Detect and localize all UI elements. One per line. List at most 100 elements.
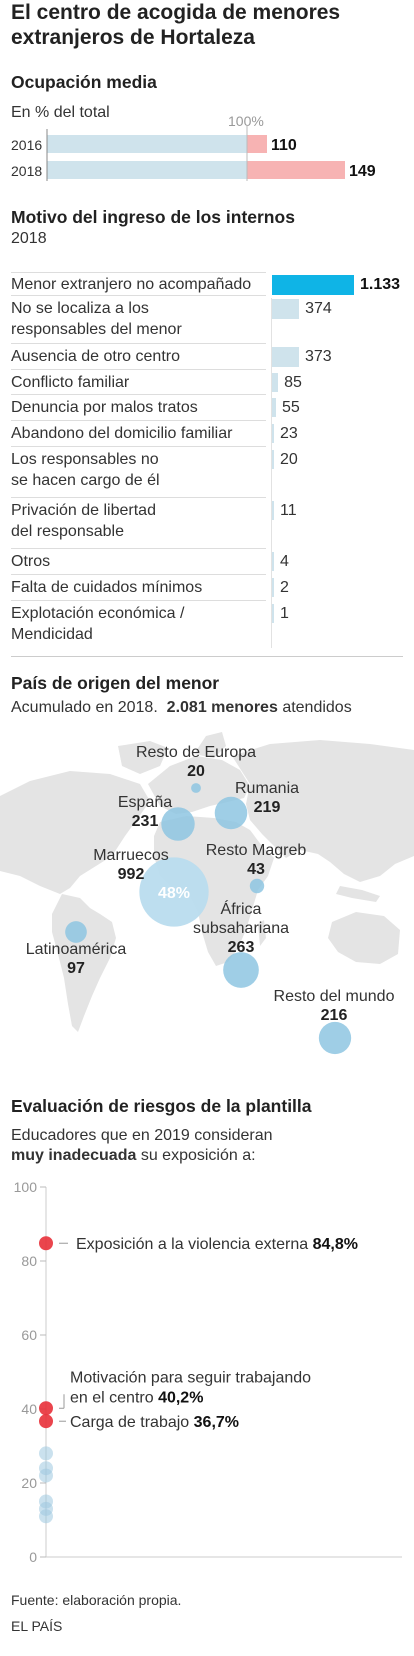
risk-point-other <box>39 1509 53 1524</box>
reason-label: Otros <box>11 553 51 570</box>
publisher: EL PAÍS <box>11 1618 63 1634</box>
reason-bar <box>272 578 274 597</box>
origin-subheading-total: 2.081 menores <box>166 699 278 716</box>
reasons-separator <box>11 369 266 370</box>
land-africa <box>154 816 274 966</box>
label-rumania-value: 219 <box>253 799 281 816</box>
occupancy-year-label: 2018 <box>11 163 42 179</box>
bubble-3 <box>214 796 248 830</box>
reason-label: del responsable <box>11 523 124 540</box>
land-indonesia <box>336 886 380 902</box>
origin-subheading: Acumulado en 2018. 2.081 menores atendid… <box>11 698 352 718</box>
reason-label: No se localiza a los <box>11 300 149 317</box>
label-marruecos-name: Marruecos <box>93 847 169 864</box>
reasons-separator <box>11 574 266 575</box>
label-resto-mundo: Resto del mundo 216 <box>274 987 395 1025</box>
bubble-7 <box>65 921 87 943</box>
risk-point-highlight <box>39 1401 53 1416</box>
label-resto-mundo-value: 216 <box>320 1007 348 1024</box>
reason-value: 2 <box>280 579 289 596</box>
reason-value: 20 <box>280 451 298 468</box>
label-resto-magreb: Resto Magreb 43 <box>206 841 307 879</box>
origin-heading: País de origen del menor <box>11 673 220 693</box>
land-scandinavia <box>194 732 226 758</box>
label-espana-value: 231 <box>131 813 159 830</box>
reason-bar <box>272 398 276 417</box>
occupancy-heading: Ocupación media <box>11 72 157 92</box>
label-africa-name-2: subsahariana <box>192 920 290 937</box>
land-greenland <box>118 741 168 774</box>
reason-bar <box>272 424 274 443</box>
risks-y-tick-label: 0 <box>29 1549 37 1565</box>
source-note: Fuente: elaboración propia. <box>11 1592 182 1608</box>
label-resto-europa-name: Resto de Europa <box>135 744 257 761</box>
land-madagascar <box>258 920 266 946</box>
label-resto-europa-value: 20 <box>187 763 205 780</box>
reason-value: 1 <box>280 605 289 622</box>
reasons-separator <box>11 394 266 395</box>
land-asia <box>232 740 414 882</box>
reason-bar <box>272 347 299 367</box>
reasons-separator <box>11 295 266 296</box>
label-africa: África subsahariana 263 <box>193 900 289 957</box>
label-latinoamerica-value: 97 <box>67 960 85 977</box>
risk-point-highlight <box>39 1236 53 1251</box>
risks-y-tick-label: 80 <box>21 1253 37 1269</box>
reason-label: Conflicto familiar <box>11 374 130 391</box>
land-australia <box>328 912 400 964</box>
reason-label: se hacen cargo de él <box>11 472 160 489</box>
occupancy-chart: 2016 110 2018 149 <box>11 125 376 181</box>
reason-label: responsables del menor <box>11 321 182 338</box>
occupancy-subheading: En % del total <box>11 104 110 121</box>
reasons-heading: Motivo del ingreso de los internos <box>11 207 295 227</box>
occupancy-value-label: 149 <box>349 163 376 180</box>
risks-y-tick-label: 60 <box>21 1327 37 1343</box>
label-espana: España 231 <box>118 793 172 831</box>
risk-point-other <box>39 1446 53 1461</box>
label-marruecos-value: 992 <box>117 866 145 883</box>
reasons-separator <box>11 446 266 447</box>
bubble-6 <box>223 952 259 988</box>
reasons-separator <box>11 548 266 549</box>
risk-label-workload: Carga de trabajo 36,7% <box>70 1414 239 1431</box>
reason-label: Privación de libertad <box>11 502 156 519</box>
section-divider <box>11 656 403 657</box>
reason-bar <box>272 450 274 469</box>
occupancy-value-label: 110 <box>271 137 297 154</box>
label-latinoamerica: Latinoamérica 97 <box>26 940 127 978</box>
bubble-4 <box>139 857 209 927</box>
reasons-separator <box>11 420 266 421</box>
label-marruecos: Marruecos 992 <box>93 846 169 884</box>
occupancy-bar-base <box>47 135 247 153</box>
occupancy-year-label: 2016 <box>11 137 42 153</box>
bubble-1 <box>191 783 201 793</box>
page-title: El centro de acogida de menores extranje… <box>11 1 341 49</box>
origin-subheading-suffix: atendidos <box>282 699 352 716</box>
risk-point-highlight <box>39 1414 53 1429</box>
reason-value: 374 <box>305 300 332 317</box>
reason-bar <box>272 299 300 319</box>
reason-value: 4 <box>280 553 289 570</box>
occupancy-bar-excess <box>247 135 267 153</box>
risks-subheading-suffix: su exposición a: <box>140 1147 256 1164</box>
label-africa-value: 263 <box>227 939 255 956</box>
occupancy-bar-base <box>47 161 247 179</box>
reason-bar <box>272 552 274 571</box>
reason-value: 85 <box>284 374 302 391</box>
reason-bar <box>272 373 279 392</box>
origin-subheading-prefix: Acumulado en 2018. <box>11 699 158 716</box>
reason-value: 11 <box>280 502 297 519</box>
risk-label-violence: Exposición a la violencia externa 84,8% <box>76 1236 358 1253</box>
bubble-share-label: 48% <box>158 885 190 902</box>
bubble-8 <box>318 1021 352 1055</box>
reason-value: 23 <box>280 425 298 442</box>
bubble-2 <box>161 807 195 841</box>
reason-label: Los responsables no <box>11 451 159 468</box>
reason-value: 55 <box>281 399 300 416</box>
risks-subheading-bold: muy inadecuada <box>11 1147 137 1164</box>
label-resto-magreb-name: Resto Magreb <box>205 842 307 859</box>
reason-label: Menor extranjero no acompañado <box>11 276 252 293</box>
label-latinoamerica-name: Latinoamérica <box>25 941 127 958</box>
reason-bar <box>272 275 354 295</box>
label-resto-mundo-name: Resto del mundo <box>273 988 395 1005</box>
